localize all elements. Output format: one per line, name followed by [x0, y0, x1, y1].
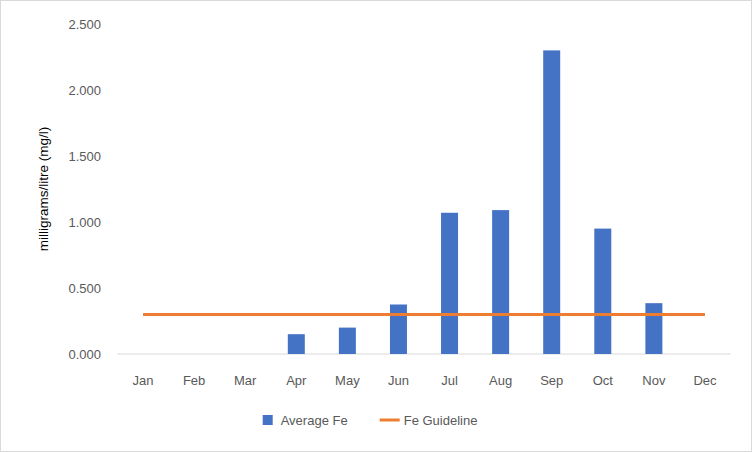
legend-swatch: [263, 415, 273, 425]
x-tick-label: Mar: [234, 373, 257, 388]
bar: [645, 303, 662, 354]
x-tick-label: Jan: [133, 373, 154, 388]
bar: [390, 305, 407, 355]
x-tick-label: Dec: [693, 373, 717, 388]
x-tick-label: Jun: [388, 373, 409, 388]
chart-svg: 0.000 0.500 1.000 1.500 2.000 2.500 milligrams…: [0, 0, 752, 452]
y-tick-label: 2.500: [68, 17, 101, 32]
y-tick-label: 0.000: [68, 347, 101, 362]
y-tick-label: 1.500: [68, 149, 101, 164]
chart-border: [1, 1, 752, 452]
y-tick-label: 2.000: [68, 83, 101, 98]
plot-area: [143, 50, 705, 354]
y-tick-label: 1.000: [68, 215, 101, 230]
line: [143, 313, 705, 316]
x-tick-label: Jul: [441, 373, 458, 388]
bar: [492, 210, 509, 354]
bar: [594, 229, 611, 354]
chart-container: 0.000 0.500 1.000 1.500 2.000 2.500 milligrams…: [0, 0, 752, 452]
x-tick-label: Nov: [642, 373, 666, 388]
x-tick-label: Apr: [286, 373, 307, 388]
legend-label: Average Fe: [281, 413, 348, 428]
bar: [441, 213, 458, 354]
x-tick-label: Oct: [593, 373, 614, 388]
legend: Average Fe Fe Guideline: [263, 413, 478, 428]
bar: [339, 328, 356, 354]
legend-label: Fe Guideline: [404, 413, 478, 428]
y-axis-title: milligrams/litre (mg/l): [36, 127, 51, 252]
legend-swatch: [380, 419, 400, 422]
x-tick-label: May: [335, 373, 360, 388]
x-axis-line: [118, 354, 731, 355]
bar: [543, 50, 560, 354]
x-tick-label: Aug: [489, 373, 512, 388]
y-tick-label: 0.500: [68, 281, 101, 296]
x-tick-label: Feb: [183, 373, 205, 388]
bar: [288, 334, 305, 354]
x-tick-label: Sep: [540, 373, 563, 388]
